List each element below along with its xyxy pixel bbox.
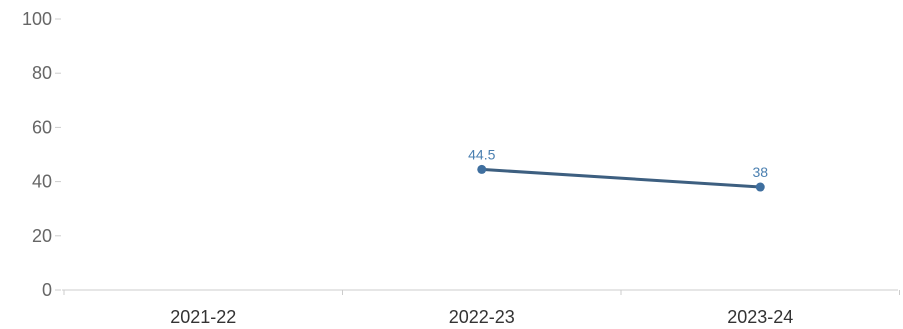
y-tick-label: 40 <box>32 172 52 192</box>
series-layer <box>477 164 765 192</box>
x-tick-label: 2021-22 <box>170 307 236 327</box>
y-tick-label: 20 <box>32 226 52 246</box>
y-axis: 0 20 40 60 80 100 <box>22 9 61 300</box>
y-tick-label: 100 <box>22 9 52 29</box>
data-label-layer: 44.5 38 <box>468 146 768 180</box>
data-label: 38 <box>752 164 768 180</box>
x-tick-label: 2022-23 <box>449 307 515 327</box>
data-point <box>755 182 765 192</box>
data-point <box>477 164 487 174</box>
series-line <box>480 167 762 189</box>
y-tick-label: 60 <box>32 117 52 137</box>
y-tick-label: 0 <box>42 280 52 300</box>
y-tick-label: 80 <box>32 63 52 83</box>
data-label: 44.5 <box>468 146 495 162</box>
x-axis: 2021-22 2022-23 2023-24 <box>62 289 900 327</box>
x-tick-label: 2023-24 <box>727 307 793 327</box>
